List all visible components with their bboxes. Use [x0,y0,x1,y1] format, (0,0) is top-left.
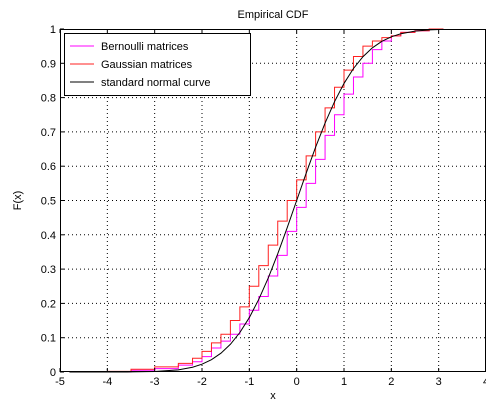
y-tick-label: 0 [50,367,56,379]
x-tick-label: 4 [483,376,486,388]
x-tick-label: 3 [436,376,442,388]
series-line-2 [69,28,444,373]
x-tick-label: -5 [55,376,65,388]
x-tick-label: -3 [150,376,160,388]
y-tick-label: 0.6 [41,161,56,173]
legend-label-2: Gaussian matrices [101,59,193,71]
series-group [69,28,444,373]
x-tick-label: -2 [197,376,207,388]
ticks: -5 -4 -3 -2 -1 0 1 2 3 4 0 0.1 0.2 0.3 0.4 0.5 0.6 0.7 0.8… [41,24,486,388]
y-tick-label: 0.2 [41,298,56,310]
series-line-3 [69,28,444,373]
grid [60,29,486,372]
y-tick-label: 0.9 [41,58,56,70]
x-tick-label: -4 [102,376,112,388]
y-tick-label: 0.5 [41,196,56,208]
y-tick-label: 1 [50,24,56,36]
x-tick-label: 2 [388,376,394,388]
y-tick-label: 0.3 [41,264,56,276]
y-tick-label: 0.4 [41,230,56,242]
legend-label-1: Bernoulli matrices [101,41,189,53]
y-tick-label: 0.7 [41,127,56,139]
chart-title: Empirical CDF [238,9,309,21]
y-tick-label: 0.8 [41,93,56,105]
x-axis-title: x [270,390,276,401]
x-tick-label: 0 [294,376,300,388]
y-axis-title: F(x) [12,191,24,211]
series-line-1 [69,28,444,373]
y-tick-label: 0.1 [41,333,56,345]
x-tick-label: 1 [341,376,347,388]
x-tick-label: -1 [244,376,254,388]
legend-box [64,33,251,96]
legend: Bernoulli matrices Gaussian matrices stand… [64,33,251,96]
legend-label-3: standard normal curve [101,77,210,89]
